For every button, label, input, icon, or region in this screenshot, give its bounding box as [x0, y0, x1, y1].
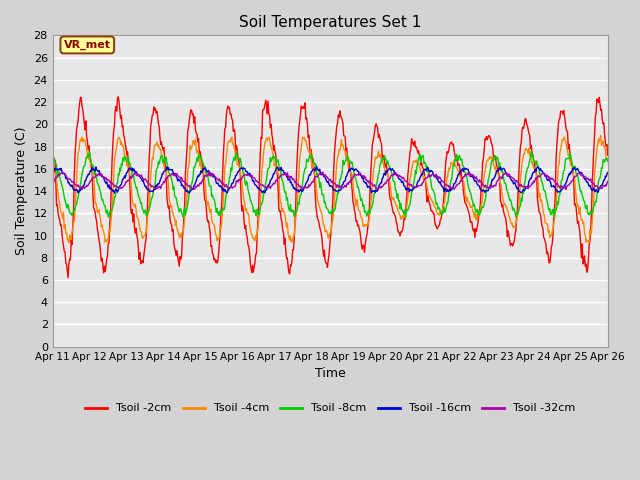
Tsoil -8cm [172, 195, 180, 201]
Tsoil -16cm [202, 168, 210, 173]
Tsoil -8cm [397, 207, 405, 213]
Tsoil -8cm [604, 158, 612, 164]
Tsoil -32cm [399, 175, 406, 181]
Tsoil -16cm [186, 190, 193, 196]
Line: Tsoil -8cm: Tsoil -8cm [52, 151, 608, 217]
Tsoil -4cm [597, 132, 605, 138]
Tsoil -4cm [173, 227, 180, 233]
Y-axis label: Soil Temperature (C): Soil Temperature (C) [15, 127, 28, 255]
Tsoil -32cm [59, 170, 67, 176]
Tsoil -8cm [402, 215, 410, 220]
Line: Tsoil -32cm: Tsoil -32cm [52, 171, 608, 190]
Legend: Tsoil -2cm, Tsoil -4cm, Tsoil -8cm, Tsoil -16cm, Tsoil -32cm: Tsoil -2cm, Tsoil -4cm, Tsoil -8cm, Tsoi… [81, 399, 580, 418]
Tsoil -8cm [527, 148, 535, 154]
Title: Soil Temperatures Set 1: Soil Temperatures Set 1 [239, 15, 421, 30]
Line: Tsoil -4cm: Tsoil -4cm [52, 135, 608, 242]
Tsoil -32cm [49, 180, 56, 186]
Tsoil -16cm [116, 183, 124, 189]
Tsoil -32cm [202, 173, 209, 179]
Line: Tsoil -2cm: Tsoil -2cm [52, 97, 608, 278]
Tsoil -8cm [49, 155, 56, 160]
Tsoil -32cm [562, 187, 570, 192]
Tsoil -16cm [313, 164, 321, 169]
Tsoil -16cm [415, 177, 423, 183]
X-axis label: Time: Time [315, 367, 346, 380]
Tsoil -4cm [116, 142, 124, 147]
Tsoil -16cm [49, 170, 56, 176]
Tsoil -16cm [399, 180, 407, 185]
Text: VR_met: VR_met [64, 40, 111, 50]
Tsoil -4cm [399, 216, 406, 221]
Tsoil -2cm [49, 144, 56, 150]
Tsoil -4cm [202, 196, 210, 202]
Tsoil -2cm [415, 153, 423, 158]
Tsoil -32cm [415, 183, 422, 189]
Line: Tsoil -16cm: Tsoil -16cm [52, 167, 608, 193]
Tsoil -2cm [604, 152, 612, 158]
Tsoil -2cm [204, 215, 211, 221]
Tsoil -4cm [49, 162, 56, 168]
Tsoil -32cm [172, 172, 180, 178]
Tsoil -2cm [115, 94, 122, 100]
Tsoil -2cm [118, 112, 125, 118]
Tsoil -32cm [604, 179, 612, 184]
Tsoil -16cm [59, 171, 67, 177]
Tsoil -4cm [59, 216, 67, 222]
Tsoil -2cm [59, 238, 67, 244]
Tsoil -16cm [604, 170, 612, 176]
Tsoil -8cm [415, 155, 422, 160]
Tsoil -8cm [59, 185, 67, 191]
Tsoil -4cm [65, 240, 73, 245]
Tsoil -4cm [604, 156, 612, 162]
Tsoil -8cm [116, 165, 124, 171]
Tsoil -16cm [172, 173, 180, 179]
Tsoil -4cm [415, 160, 422, 166]
Tsoil -32cm [205, 168, 212, 174]
Tsoil -32cm [116, 185, 124, 191]
Tsoil -8cm [202, 168, 209, 174]
Tsoil -2cm [174, 254, 182, 260]
Tsoil -2cm [64, 275, 72, 281]
Tsoil -2cm [399, 225, 407, 230]
